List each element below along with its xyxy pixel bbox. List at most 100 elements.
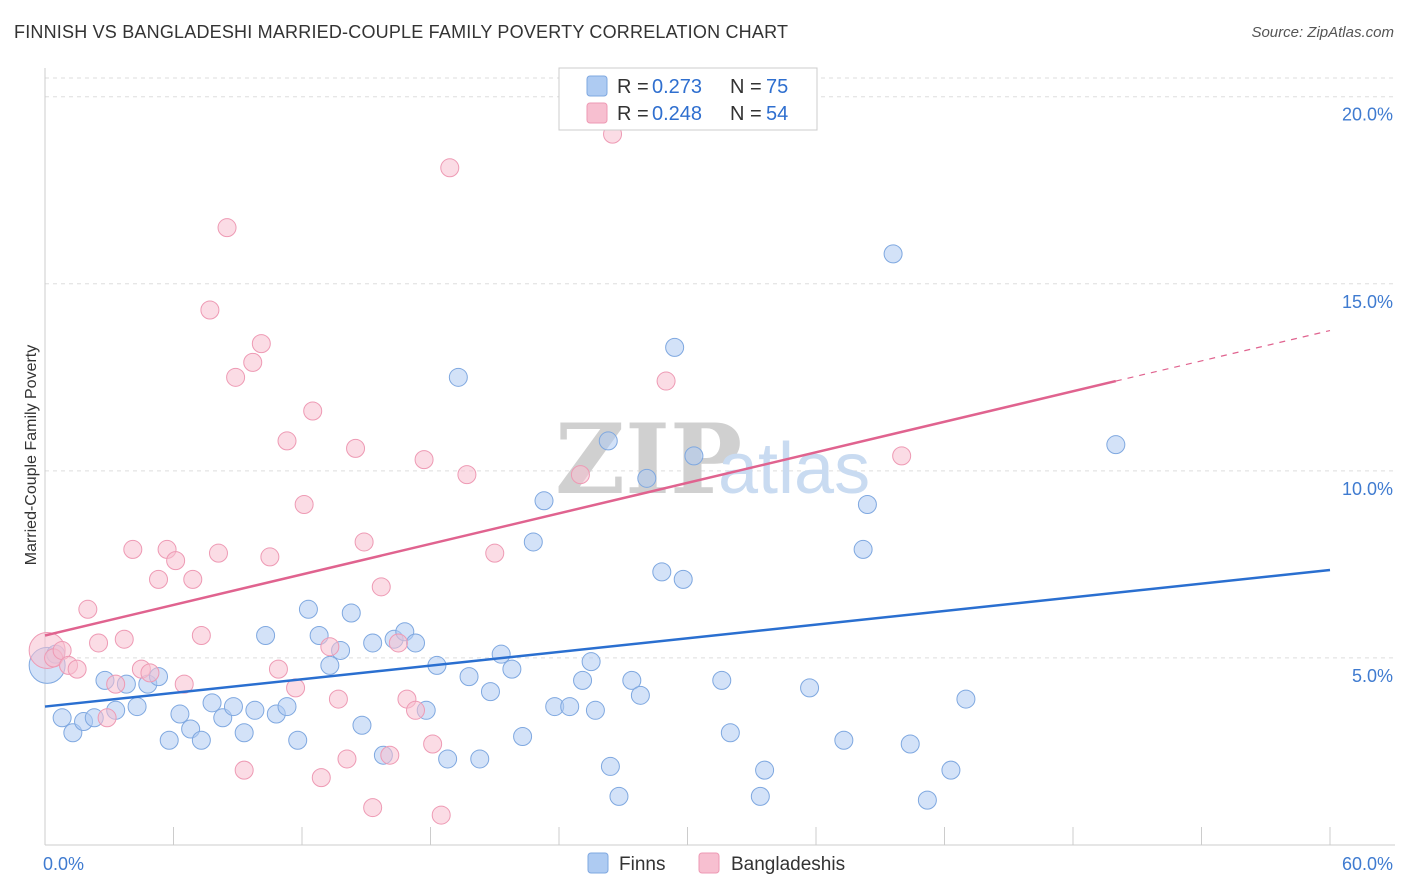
finns-point (223, 697, 243, 717)
stats-legend: R = 0.273 N = 75 R = 0.248 N = 54 (558, 67, 818, 131)
finns-point (941, 760, 961, 780)
bangladeshis-point (191, 625, 211, 645)
bangladeshis-series-swatch (698, 852, 720, 874)
finns-point (637, 468, 657, 488)
finns-point (277, 697, 297, 717)
y-tick-label: 10.0% (1342, 479, 1393, 499)
bangladeshis-point (78, 599, 98, 619)
bangladeshis-point (234, 760, 254, 780)
bangladeshis-r-value: 0.248 (652, 103, 702, 125)
y-tick-label: 5.0% (1352, 666, 1393, 686)
finns-point (298, 599, 318, 619)
finns-point (159, 730, 179, 750)
bangladeshis-point (363, 798, 383, 818)
finns-point (245, 700, 265, 720)
finns-point (534, 491, 554, 511)
bangladeshis-trend-extension (1115, 329, 1331, 382)
watermark: ZIP atlas (555, 403, 870, 516)
bangladeshis-point (226, 367, 246, 387)
bangladeshis-point (243, 352, 263, 372)
finns-point (750, 786, 770, 806)
bangladeshis-point (140, 663, 160, 683)
finns-point (438, 749, 458, 769)
finns-point (900, 734, 920, 754)
bangladeshis-trend-line (44, 379, 1117, 637)
finns-point (600, 756, 620, 776)
series-legend: Finns Bangladeshis (587, 852, 845, 875)
bangladeshis-point (268, 659, 288, 679)
finns-point (755, 760, 775, 780)
bangladeshis-point (485, 543, 505, 563)
finns-point (341, 603, 361, 623)
bangladeshis-point (303, 401, 323, 421)
axes (44, 68, 1395, 846)
finns-point (883, 244, 903, 264)
finns-point (513, 726, 533, 746)
bangladeshis-point (311, 768, 331, 788)
finns-series-swatch (587, 852, 609, 874)
x-tick-max: 60.0% (1342, 854, 1393, 874)
finns-point (673, 569, 693, 589)
bangladeshis-point (388, 633, 408, 653)
finns-point (170, 704, 190, 724)
finns-series-label: Finns (619, 854, 665, 875)
bangladeshis-n-label: N = (730, 103, 762, 125)
finns-point (191, 730, 211, 750)
finns-point (448, 367, 468, 387)
chart-title: FINNISH VS BANGLADESHI MARRIED-COUPLE FA… (14, 22, 789, 42)
bangladeshis-r-label: R = (617, 103, 649, 125)
bangladeshis-point (328, 689, 348, 709)
y-tick-labels: 5.0% 10.0% 15.0% 20.0% (1342, 105, 1393, 686)
finns-point (857, 495, 877, 515)
finns-n-value: 75 (766, 76, 788, 98)
bangladeshis-point (457, 465, 477, 485)
y-axis-label: Married-Couple Family Poverty (23, 345, 40, 566)
bangladeshis-point (183, 569, 203, 589)
bangladeshis-point (354, 532, 374, 552)
finns-point (684, 446, 704, 466)
bangladeshis-legend-swatch (586, 102, 608, 124)
bangladeshis-point (371, 577, 391, 597)
finns-point (470, 749, 490, 769)
finns-point (234, 723, 254, 743)
finns-point (665, 337, 685, 357)
bangladeshis-point (406, 700, 426, 720)
bangladeshis-point (440, 158, 460, 178)
finns-point (853, 539, 873, 559)
finns-point (800, 678, 820, 698)
y-tick-label: 15.0% (1342, 292, 1393, 312)
bangladeshis-point (570, 465, 590, 485)
y-tick-label: 20.0% (1342, 105, 1393, 125)
finns-point (363, 633, 383, 653)
bangladeshis-point (200, 300, 220, 320)
finns-r-label: R = (617, 76, 649, 98)
finns-point (585, 700, 605, 720)
finns-point (834, 730, 854, 750)
finns-r-value: 0.273 (652, 76, 702, 98)
finns-point (523, 532, 543, 552)
finns-point (560, 697, 580, 717)
bangladeshis-point (423, 734, 443, 754)
x-tick-min: 0.0% (43, 854, 84, 874)
bangladeshis-point (380, 745, 400, 765)
finns-n-label: N = (730, 76, 762, 98)
finns-point (320, 655, 340, 675)
finns-point (1106, 435, 1126, 455)
bangladeshis-points (28, 124, 912, 825)
bangladeshis-point (346, 438, 366, 458)
finns-point (956, 689, 976, 709)
finns-point (720, 723, 740, 743)
watermark-zip: ZIP (555, 403, 742, 516)
bangladeshis-point (294, 495, 314, 515)
finns-point (491, 644, 511, 664)
bangladeshis-point (174, 674, 194, 694)
finns-points (28, 244, 1126, 810)
bangladeshis-point (656, 371, 676, 391)
finns-trend-line (44, 568, 1331, 708)
finns-point (502, 659, 522, 679)
bangladeshis-point (217, 218, 237, 238)
bangladeshis-point (414, 450, 434, 470)
finns-point (917, 790, 937, 810)
bangladeshis-series-label: Bangladeshis (731, 854, 845, 875)
bangladeshis-point (89, 633, 109, 653)
